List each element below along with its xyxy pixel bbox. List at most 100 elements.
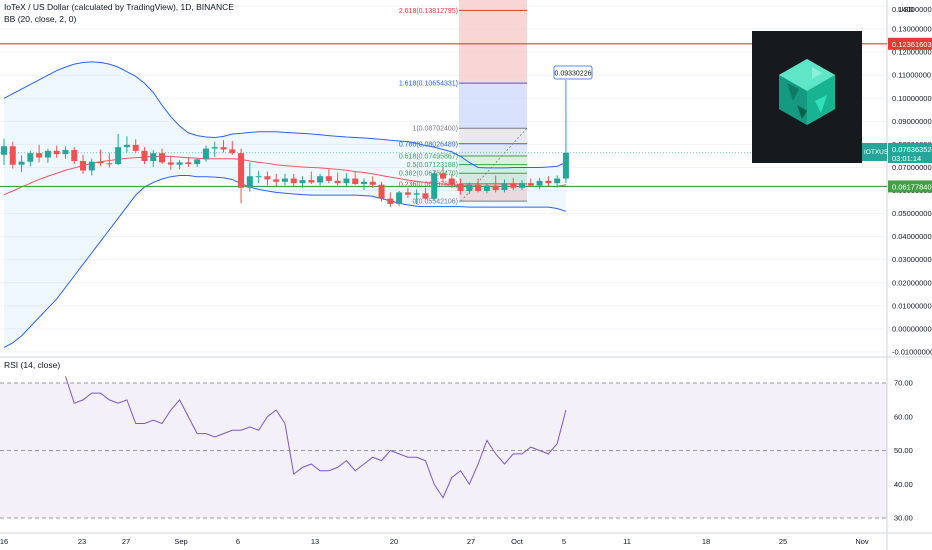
candle-body — [273, 179, 280, 182]
fib-level-label: 0.5(0.07123188) — [407, 162, 458, 169]
rsi-line — [64, 376, 567, 499]
fib-level-label: 1(0.08702400) — [412, 126, 458, 133]
candle-body — [492, 185, 499, 191]
candle-body — [466, 184, 473, 191]
candle-body — [440, 173, 446, 179]
candle-body — [238, 153, 245, 188]
candle-body — [519, 183, 526, 188]
callout-box — [553, 65, 593, 80]
candle-body — [483, 185, 490, 191]
candle-body — [27, 153, 34, 162]
iotex-cube-icon — [779, 59, 835, 125]
price-tick-label: 0.11000000 — [892, 71, 931, 80]
candle-body — [264, 176, 271, 180]
rsi-tick-label: 70.00 — [894, 379, 913, 388]
fib-zone — [459, 143, 527, 157]
candle-body — [334, 180, 341, 184]
fib-zone — [459, 83, 527, 129]
candle-body — [1, 146, 7, 155]
candle-body — [527, 183, 534, 186]
candle-body — [422, 193, 429, 199]
candle-body — [317, 176, 324, 183]
time-tick-label: Nov — [855, 537, 869, 546]
fib-extension[interactable]: 2.618(0.13812795) 1.618(0.10654331) 1(0.08… — [399, 0, 528, 206]
candle-body — [562, 152, 569, 179]
price-tick-label: 0.01000000 — [892, 301, 932, 310]
fib-level-label: 0.236(0.06287688) — [399, 181, 458, 188]
candle-body — [369, 181, 376, 185]
fib-zone — [459, 164, 527, 174]
candle-body — [132, 144, 139, 151]
price-tick-label: -0.01000000 — [892, 348, 932, 357]
candle-body — [246, 176, 253, 188]
candle-body — [62, 149, 69, 155]
price-callout[interactable]: 0.09330226 — [553, 65, 593, 114]
rsi-tick-label: 60.00 — [894, 412, 913, 421]
support-badge-value: 0.06177840 — [892, 182, 932, 191]
time-tick-label: 27 — [467, 537, 475, 546]
candle-body — [150, 153, 157, 162]
time-tick-label: 5 — [562, 537, 566, 546]
candle-body — [44, 150, 51, 158]
candle-body — [510, 183, 517, 188]
candle-body — [457, 184, 464, 191]
candle-body — [194, 159, 201, 165]
fib-level-label: 1.618(0.10654331) — [399, 81, 458, 88]
bollinger-band-fill — [4, 61, 566, 348]
price-tick-label: 0.13000000 — [892, 25, 932, 34]
candle-body — [378, 184, 385, 199]
candle-body — [185, 162, 192, 165]
candle-body — [97, 161, 104, 164]
candle-body — [80, 161, 87, 171]
time-tick-label: 6 — [236, 537, 240, 546]
candle-body — [554, 178, 561, 184]
candle-body — [431, 173, 438, 199]
price-tick-label: 0.10000000 — [892, 94, 932, 103]
bollinger-lower-line — [3, 175, 567, 348]
callout-value: 0.09330226 — [555, 71, 592, 78]
time-tick-label: 27 — [122, 537, 130, 546]
symbol-badge: IOTXUSD — [864, 149, 893, 156]
price-tick-label: 0.14000000 — [892, 5, 932, 14]
iotex-logo — [752, 31, 862, 163]
time-tick-label: 23 — [78, 537, 86, 546]
rsi-pane — [0, 376, 887, 519]
candle-body — [229, 149, 236, 154]
price-tick-label: 0.00000000 — [892, 324, 932, 333]
price-badge — [888, 143, 932, 163]
price-tick-label: 0.09000000 — [892, 117, 932, 126]
price-tick-label: 0.07000000 — [892, 163, 932, 172]
fib-zone — [459, 10, 527, 84]
candle-body — [545, 180, 552, 184]
price-tick-label: 0.03000000 — [892, 255, 932, 264]
price-badge — [888, 180, 932, 193]
fib-level-label: 0.618(0.07495867) — [399, 154, 458, 161]
candle-body — [352, 178, 359, 185]
fib-zone — [459, 156, 527, 165]
candles — [1, 113, 569, 208]
candle-body — [71, 149, 78, 162]
candle-body — [211, 147, 218, 149]
candle-body — [123, 144, 130, 148]
fib-level-label: 2.618(0.13812795) — [399, 8, 458, 15]
candle-body — [290, 178, 297, 184]
candle-body — [404, 192, 411, 195]
candle-body — [106, 163, 113, 165]
rsi-tick-label: 30.00 — [894, 514, 913, 523]
candle-body — [308, 180, 315, 183]
candle-body — [343, 178, 350, 184]
candle-body — [115, 147, 122, 165]
rsi-legend: RSI (14, close) — [4, 360, 61, 370]
fib-zone-top — [459, 0, 527, 11]
time-tick-label: 25 — [779, 537, 787, 546]
price-tick-label: 0.02000000 — [892, 278, 932, 287]
candle-body — [255, 176, 262, 178]
horizontal-lines[interactable] — [0, 43, 887, 188]
candle-body — [220, 147, 227, 150]
candle-body — [202, 148, 209, 160]
candle-body — [167, 162, 174, 165]
symbol-badge-bg — [862, 143, 887, 161]
candle-body — [501, 183, 508, 191]
